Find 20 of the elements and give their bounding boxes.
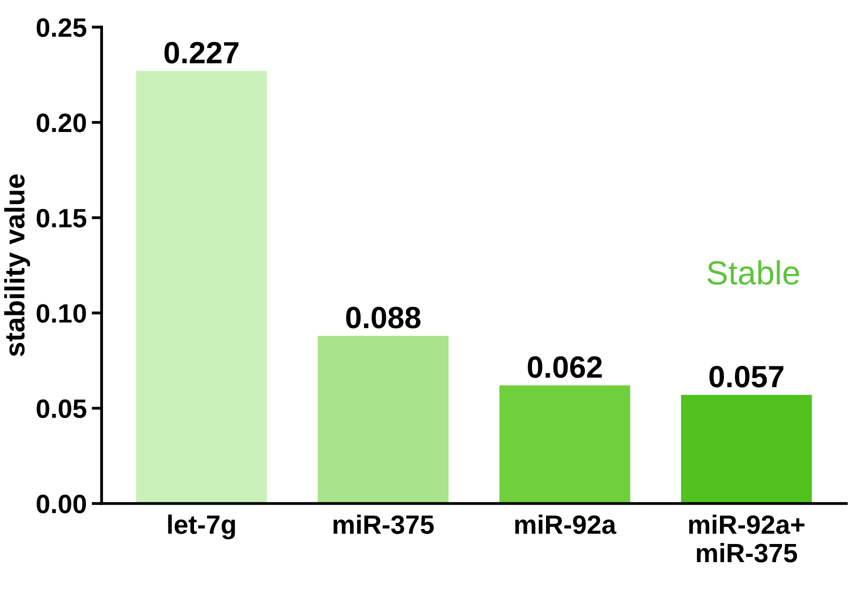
x-tick-label: miR-92a	[515, 514, 616, 534]
x-tick-label: let-7g	[168, 514, 235, 540]
text: 0.20	[36, 114, 86, 132]
y-axis-title: stability value	[4, 174, 30, 356]
data-label: 0.057	[709, 366, 784, 388]
text: 0.25	[36, 18, 86, 37]
annotation: Stable	[708, 260, 800, 285]
text: 0.10	[36, 304, 86, 323]
bar	[681, 394, 812, 504]
text: 0.05	[36, 399, 86, 418]
bar	[136, 70, 267, 504]
text: 0.00	[36, 494, 86, 514]
x-tick-label: miR-92a+ miR-375	[689, 514, 804, 562]
bar	[318, 336, 449, 504]
bar	[499, 385, 630, 504]
x-tick-label: miR-375	[334, 514, 434, 534]
text: 0.15	[36, 208, 86, 228]
data-label: 0.227	[164, 42, 238, 64]
data-label: 0.062	[528, 356, 602, 378]
data-label: 0.088	[346, 306, 420, 328]
